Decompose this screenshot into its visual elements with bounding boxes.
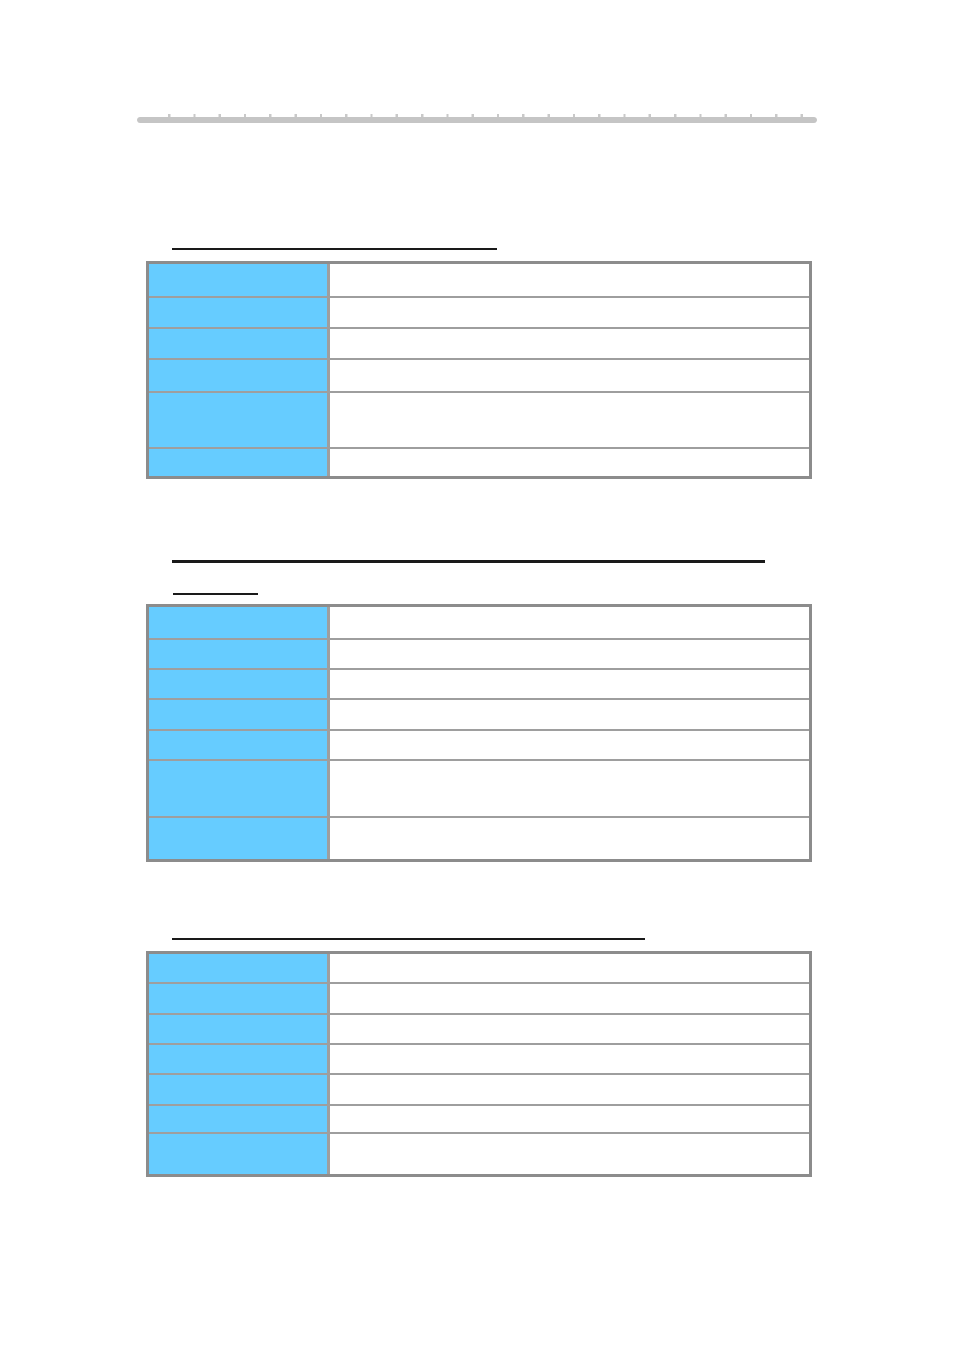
section-3-table	[146, 951, 812, 1177]
row-value-cell[interactable]	[330, 1134, 809, 1174]
row-header-cell	[149, 607, 330, 638]
section-3-heading-underline	[172, 938, 645, 940]
row-header-cell	[149, 954, 330, 982]
row-value-cell[interactable]	[330, 298, 809, 327]
row-header-cell	[149, 984, 330, 1013]
row-value-cell[interactable]	[330, 761, 809, 816]
table-row	[149, 729, 809, 759]
table-row	[149, 447, 809, 476]
row-header-cell	[149, 731, 330, 759]
row-header-cell	[149, 393, 330, 447]
row-header-cell	[149, 818, 330, 859]
section-2-subheading	[173, 574, 258, 592]
row-value-cell[interactable]	[330, 1015, 809, 1043]
row-value-cell[interactable]	[330, 1045, 809, 1073]
section-2-heading-underline	[172, 560, 765, 563]
row-header-cell	[149, 298, 330, 327]
row-value-cell[interactable]	[330, 818, 809, 859]
section-1-table	[146, 261, 812, 479]
section-1-heading-underline	[172, 248, 497, 250]
section-3-heading	[172, 919, 645, 937]
table-row	[149, 668, 809, 698]
row-value-cell[interactable]	[330, 360, 809, 391]
table-row	[149, 638, 809, 668]
table-row	[149, 982, 809, 1013]
table-row	[149, 264, 809, 296]
table-row	[149, 1013, 809, 1043]
row-header-cell	[149, 761, 330, 816]
row-value-cell[interactable]	[330, 264, 809, 296]
table-row	[149, 296, 809, 327]
section-2-heading	[172, 540, 765, 558]
table-row	[149, 607, 809, 638]
section-2-table	[146, 604, 812, 862]
row-header-cell	[149, 1045, 330, 1073]
table-row	[149, 759, 809, 816]
header-rule	[137, 114, 817, 123]
table-row	[149, 816, 809, 859]
table-row	[149, 1043, 809, 1073]
table-row	[149, 391, 809, 447]
row-value-cell[interactable]	[330, 984, 809, 1013]
table-row	[149, 698, 809, 729]
row-value-cell[interactable]	[330, 449, 809, 476]
row-value-cell[interactable]	[330, 700, 809, 729]
row-value-cell[interactable]	[330, 731, 809, 759]
table-row	[149, 954, 809, 982]
row-value-cell[interactable]	[330, 607, 809, 638]
table-row	[149, 1073, 809, 1104]
row-value-cell[interactable]	[330, 1106, 809, 1132]
section-1-heading	[172, 229, 497, 247]
row-header-cell	[149, 1075, 330, 1104]
row-value-cell[interactable]	[330, 329, 809, 358]
row-value-cell[interactable]	[330, 670, 809, 698]
row-header-cell	[149, 264, 330, 296]
row-header-cell	[149, 1015, 330, 1043]
row-value-cell[interactable]	[330, 393, 809, 447]
row-header-cell	[149, 329, 330, 358]
table-row	[149, 358, 809, 391]
section-2-subheading-underline	[173, 593, 258, 595]
table-row	[149, 1104, 809, 1132]
row-header-cell	[149, 449, 330, 476]
row-value-cell[interactable]	[330, 640, 809, 668]
row-header-cell	[149, 700, 330, 729]
table-row	[149, 1132, 809, 1174]
row-header-cell	[149, 670, 330, 698]
row-header-cell	[149, 1134, 330, 1174]
row-header-cell	[149, 640, 330, 668]
table-row	[149, 327, 809, 358]
row-header-cell	[149, 1106, 330, 1132]
row-value-cell[interactable]	[330, 954, 809, 982]
row-value-cell[interactable]	[330, 1075, 809, 1104]
row-header-cell	[149, 360, 330, 391]
